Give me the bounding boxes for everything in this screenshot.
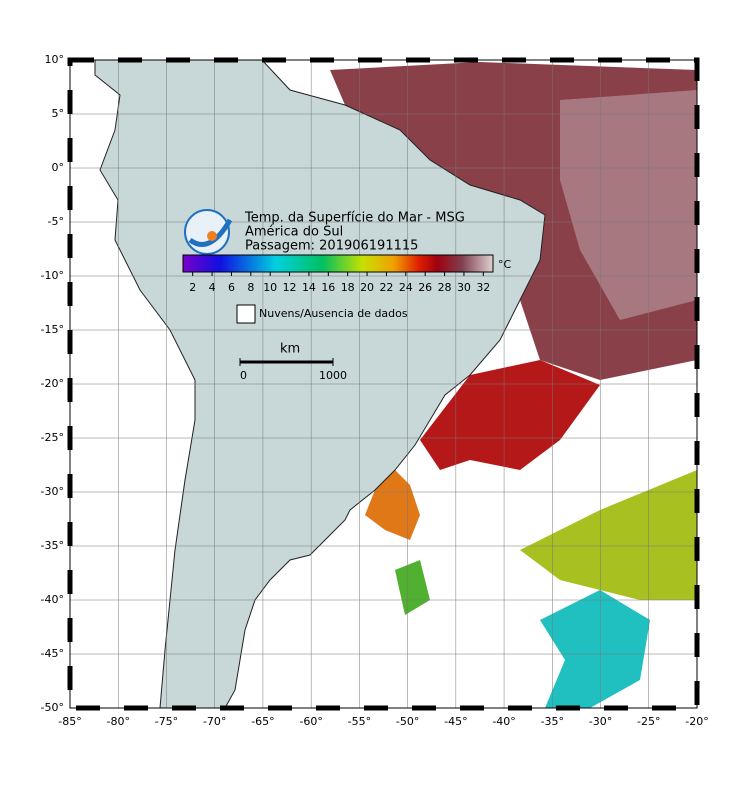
lat-tick-label: -20°	[41, 377, 64, 390]
colorbar	[182, 254, 494, 273]
lon-tick-label: -20°	[685, 715, 708, 728]
colorbar-tick-label: 16	[321, 281, 335, 294]
colorbar-tick-label: 32	[476, 281, 490, 294]
scale-tick-label: 0	[240, 369, 247, 382]
region: América do Sul	[245, 225, 343, 240]
title: Temp. da Superfície do Mar - MSG	[244, 211, 465, 226]
lon-tick-label: -70°	[203, 715, 226, 728]
no-data-label: Nuvens/Ausencia de dados	[259, 307, 408, 320]
colorbar-tick-label: 10	[263, 281, 277, 294]
lon-tick-label: -45°	[444, 715, 467, 728]
colorbar-tick-label: 22	[379, 281, 393, 294]
colorbar-tick-label: 12	[283, 281, 297, 294]
sst-green	[395, 560, 430, 615]
lon-tick-label: -25°	[637, 715, 660, 728]
colorbar-tick-label: 8	[247, 281, 254, 294]
lat-tick-label: -45°	[41, 647, 64, 660]
lon-tick-label: -40°	[492, 715, 515, 728]
colorbar-tick-label: 30	[457, 281, 471, 294]
colorbar-tick-label: 28	[438, 281, 452, 294]
lat-tick-label: -25°	[41, 431, 64, 444]
pass-time: Passagem: 201906191115	[245, 239, 418, 254]
lat-tick-label: -50°	[41, 701, 64, 714]
logo	[184, 209, 233, 255]
lon-tick-label: -80°	[106, 715, 129, 728]
lat-tick-label: -10°	[41, 269, 64, 282]
lon-tick-label: -65°	[251, 715, 274, 728]
colorbar-tick-label: 24	[399, 281, 413, 294]
sst-yellow-green	[520, 470, 697, 600]
logo-dot	[207, 231, 217, 241]
lon-tick-label: -50°	[396, 715, 419, 728]
sst-red	[420, 360, 600, 470]
sst-orange	[365, 470, 420, 540]
map-border	[69, 59, 698, 709]
colorbar-tick-label: 4	[209, 281, 216, 294]
lat-tick-label: -15°	[41, 323, 64, 336]
lon-tick-label: -60°	[299, 715, 322, 728]
lon-tick-label: -35°	[541, 715, 564, 728]
colorbar-tick-label: 14	[302, 281, 316, 294]
lat-tick-label: -40°	[41, 593, 64, 606]
lon-tick-label: -75°	[155, 715, 178, 728]
colorbar-tick-label: 20	[360, 281, 374, 294]
scale-tick-label: 1000	[319, 369, 347, 382]
colorbar-tick-label: 18	[341, 281, 355, 294]
colorbar-unit: °C	[498, 258, 512, 271]
sst-warm-light	[560, 90, 697, 320]
lat-tick-label: 0°	[52, 161, 65, 174]
lat-tick-label: 5°	[52, 107, 65, 120]
lon-tick-label: -85°	[58, 715, 81, 728]
lat-tick-label: -30°	[41, 485, 64, 498]
lat-tick-label: -5°	[48, 215, 64, 228]
lon-tick-label: -30°	[589, 715, 612, 728]
colorbar-tick-label: 6	[228, 281, 235, 294]
logo-arc	[188, 218, 233, 247]
lat-tick-label: -35°	[41, 539, 64, 552]
colorbar-tick-label: 2	[189, 281, 196, 294]
scale-unit: km	[280, 342, 300, 357]
no-data-swatch	[236, 304, 256, 324]
lat-tick-label: 10°	[45, 53, 65, 66]
colorbar-tick-label: 26	[418, 281, 432, 294]
sst-cyan	[540, 590, 650, 708]
lon-tick-label: -55°	[348, 715, 371, 728]
